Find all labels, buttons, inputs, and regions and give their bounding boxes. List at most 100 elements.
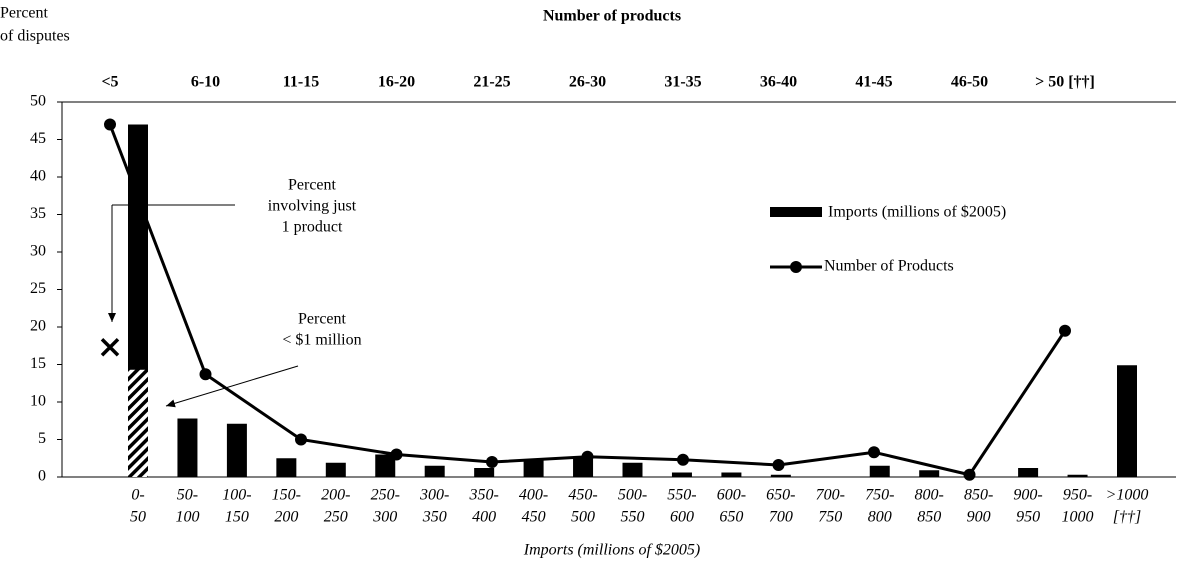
x-tick-label: 600- xyxy=(717,487,746,504)
bar xyxy=(177,418,198,477)
x-tick-label: 400 xyxy=(472,509,496,526)
annotation: Percent xyxy=(298,311,347,328)
bar xyxy=(325,462,346,477)
bar xyxy=(276,458,297,477)
annotation: 1 product xyxy=(282,219,343,236)
bar xyxy=(671,472,692,477)
line-point xyxy=(199,368,212,381)
x2-tick-label: 46-50 xyxy=(951,74,988,91)
x-tick-label: 400- xyxy=(519,487,548,504)
line-point xyxy=(581,450,594,463)
x-tick-label: 500 xyxy=(571,509,595,526)
hatched-bar xyxy=(128,369,148,477)
y-tick-label: 30 xyxy=(30,243,46,260)
x2-tick-label: 31-35 xyxy=(664,74,701,91)
x2-tick-label: > 50 [††] xyxy=(1035,74,1095,91)
x-axis-title: Imports (millions of $2005) xyxy=(523,542,700,559)
bar xyxy=(1067,474,1088,477)
x-tick-label: 200- xyxy=(321,487,350,504)
x2-tick-label: 41-45 xyxy=(855,74,892,91)
y-tick-label: 50 xyxy=(30,93,46,110)
x-tick-label: 800 xyxy=(868,509,892,526)
annotation: involving just xyxy=(268,198,357,215)
bar xyxy=(474,468,495,477)
y-tick-label: 35 xyxy=(30,205,46,222)
line-point xyxy=(677,453,689,466)
bar xyxy=(869,465,890,477)
x-tick-label: 300 xyxy=(372,509,397,526)
chart-title: Number of products xyxy=(543,8,681,25)
x-tick-label: 450 xyxy=(522,509,546,526)
bar xyxy=(919,470,940,477)
annotation-arrow xyxy=(165,365,299,408)
x2-tick-label: 26-30 xyxy=(569,74,606,91)
x-tick-label: 700 xyxy=(769,509,793,526)
x-tick-label: 200 xyxy=(274,509,298,526)
x-tick-label: [††] xyxy=(1113,509,1141,526)
line-point xyxy=(486,456,498,468)
x-tick-label: 700- xyxy=(816,487,845,504)
x-tick-label: 150 xyxy=(225,509,249,526)
y-tick-label: 10 xyxy=(30,393,46,410)
x-tick-label: 250 xyxy=(324,509,348,526)
line-point xyxy=(1059,324,1071,337)
x2-tick-label: 6-10 xyxy=(191,74,220,91)
bar xyxy=(226,423,247,477)
x-tick-label: 500- xyxy=(618,487,647,504)
y-tick-label: 5 xyxy=(38,430,46,447)
annotation: < $1 million xyxy=(282,332,361,349)
x2-tick-label: 21-25 xyxy=(473,74,510,91)
x-tick-label: 950 xyxy=(1016,509,1040,526)
x-tick-label: 550- xyxy=(667,487,696,504)
x-tick-label: 100 xyxy=(175,509,199,526)
x-tick-label: 150- xyxy=(272,487,301,504)
x-tick-label: 750- xyxy=(865,487,894,504)
y-tick-label: 15 xyxy=(30,355,46,372)
x-tick-label: 1000 xyxy=(1062,509,1094,526)
line-point xyxy=(390,448,403,461)
x-tick-label: 300- xyxy=(419,487,449,504)
y-axis-title: of disputes xyxy=(0,28,70,45)
bar xyxy=(622,462,643,477)
y-tick-label: 45 xyxy=(30,130,46,147)
line xyxy=(108,123,1067,477)
x2-tick-label: <5 xyxy=(101,74,118,91)
line-point xyxy=(963,468,976,481)
annotation: Percent xyxy=(288,177,337,194)
x2-tick-label: 11-15 xyxy=(283,74,319,91)
x-marker xyxy=(100,338,120,357)
x-tick-label: 950- xyxy=(1063,487,1092,504)
bar xyxy=(721,472,742,477)
bar xyxy=(424,465,445,477)
legend-label: Imports (millions of $2005) xyxy=(828,204,1006,221)
x2-tick-label: 16-20 xyxy=(378,74,415,91)
line-point xyxy=(104,118,116,131)
x-tick-label: 0- xyxy=(131,487,144,504)
x-tick-label: 850- xyxy=(964,487,993,504)
line-point xyxy=(868,446,880,459)
x-tick-label: 50 xyxy=(130,509,146,526)
x-tick-label: 750 xyxy=(818,509,842,526)
x-tick-label: 50- xyxy=(177,487,198,504)
y-tick-label: 0 xyxy=(38,468,46,485)
y-tick-label: 40 xyxy=(30,168,46,185)
x-tick-label: 650- xyxy=(766,487,795,504)
legend-swatch xyxy=(770,207,822,217)
y-tick-label: 25 xyxy=(30,280,46,297)
bar xyxy=(1018,468,1039,477)
x-tick-label: 900- xyxy=(1013,487,1042,504)
y-axis-title: Percent xyxy=(0,5,49,22)
bar xyxy=(1117,365,1137,477)
x-tick-label: 350 xyxy=(422,509,447,526)
x-tick-label: 550 xyxy=(621,509,645,526)
x-tick-label: 650 xyxy=(719,509,743,526)
y-tick-label: 20 xyxy=(30,318,46,335)
line-point xyxy=(772,459,785,471)
x-tick-label: 850 xyxy=(917,509,941,526)
legend-swatch xyxy=(790,261,802,273)
x-tick-label: 900 xyxy=(967,509,991,526)
bar xyxy=(523,459,544,477)
x-tick-label: 250- xyxy=(371,487,400,504)
x-tick-label: 450- xyxy=(568,487,597,504)
